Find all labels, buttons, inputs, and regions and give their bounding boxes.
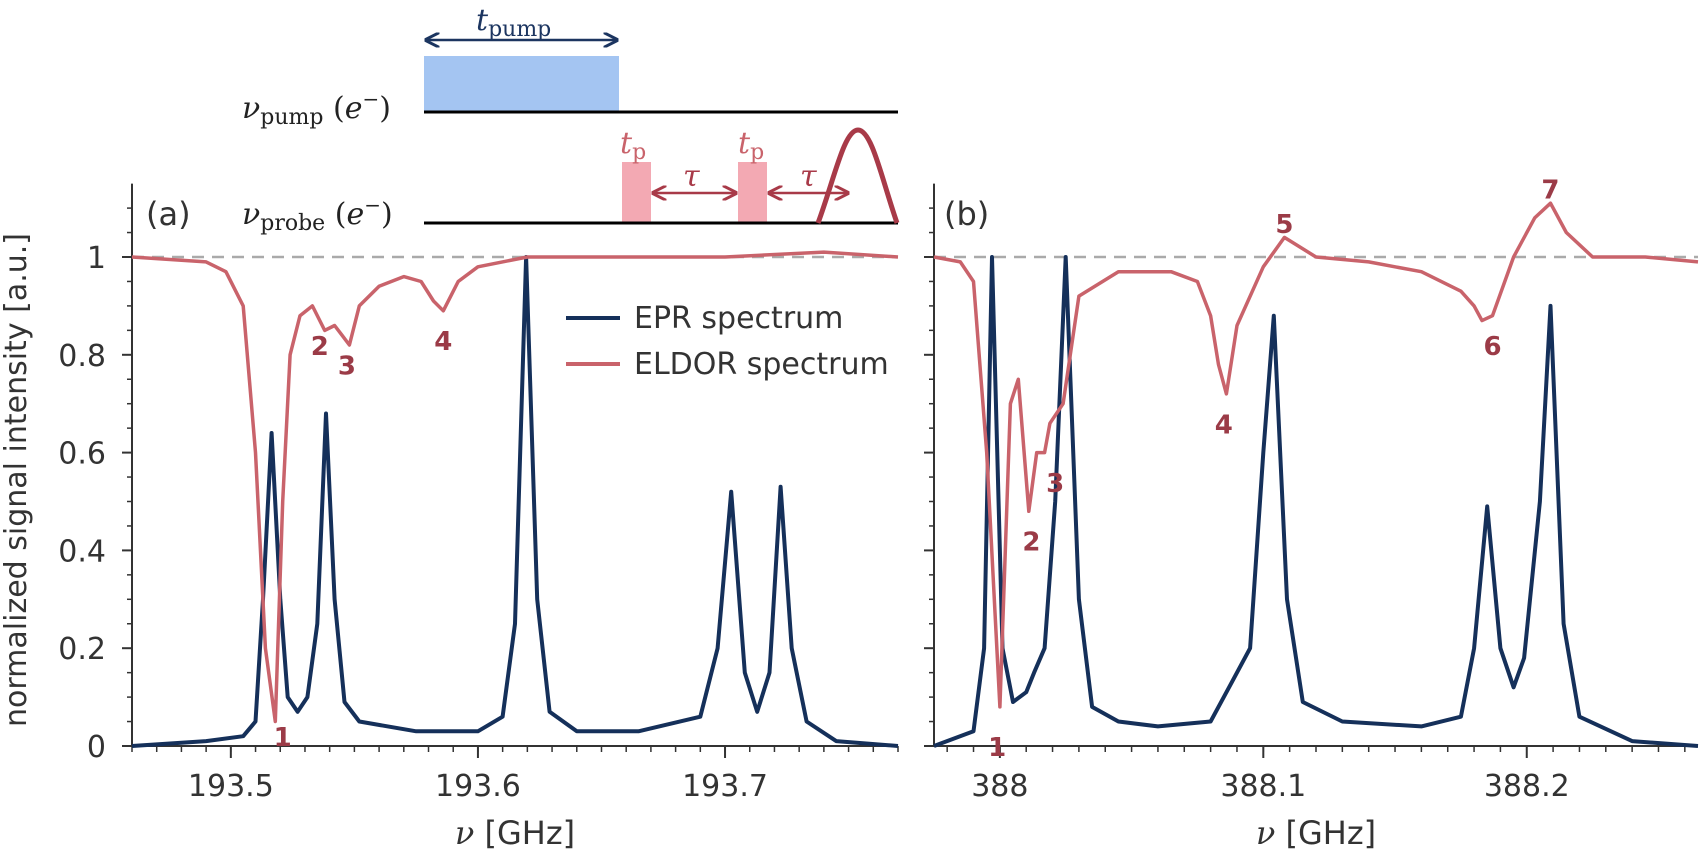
probe-pulse-2 (738, 162, 767, 222)
eldor-line-b (933, 201, 1699, 709)
tp-label-1: tp (620, 126, 646, 165)
probe-pulse-1 (622, 162, 651, 222)
y-tick-label: 0.6 (58, 437, 106, 472)
peak-label-b: 3 (1046, 469, 1064, 499)
y-tick-label: 0 (87, 730, 106, 765)
pump-pulse (424, 56, 619, 112)
peak-label-b: 2 (1022, 528, 1040, 558)
legend-eldor-label: ELDOR spectrum (634, 347, 889, 382)
probe-channel-label: νprobe (e−) (242, 193, 393, 236)
peak-label-a: 2 (311, 332, 329, 362)
tau-label-1: τ (683, 159, 700, 194)
epr-line-b (933, 255, 1699, 748)
x-tick-label-a: 193.5 (188, 769, 274, 804)
legend: EPR spectrum ELDOR spectrum (566, 301, 889, 382)
y-tick-label: 1 (87, 241, 106, 276)
peak-label-a: 4 (434, 327, 452, 357)
peak-label-b: 5 (1275, 210, 1293, 240)
x-tick-label-b: 388.1 (1220, 769, 1306, 804)
y-tick-label: 0.8 (58, 339, 106, 374)
peak-label-b: 7 (1541, 176, 1559, 206)
peak-label-b: 1 (988, 733, 1006, 763)
panel-a: (a) 193.5 193.6 193.7 ν [GHz] 0 0.2 0.4 0.6 0.8 1 1… (58, 183, 899, 852)
tp-label-2: tp (738, 126, 764, 165)
peak-label-b: 4 (1215, 410, 1233, 440)
peak-label-b: 6 (1483, 332, 1501, 362)
peak-label-a: 1 (274, 723, 292, 753)
echo-signal (815, 127, 900, 224)
eldor-line-a (131, 250, 899, 724)
legend-epr-label: EPR spectrum (634, 301, 843, 336)
x-tick-label-b: 388.2 (1484, 769, 1570, 804)
x-axis-label-a: ν [GHz] (455, 814, 575, 852)
x-tick-label-b: 388 (971, 769, 1028, 804)
x-axis-label-b: ν [GHz] (1256, 814, 1376, 852)
epr-line-a (131, 255, 899, 748)
y-axis-label: normalized signal intensity [a.u.] (0, 233, 34, 727)
pump-channel-label: νpump (e−) (242, 87, 391, 130)
y-tick-label: 0.2 (58, 632, 106, 667)
y-tick-label: 0.4 (58, 534, 106, 569)
t-pump-label: tpump (476, 3, 551, 42)
peak-label-a: 3 (338, 352, 356, 382)
pulse-sequence: tpump νpump (e−) tp tp τ τ νprobe (e−) (242, 3, 900, 236)
x-tick-label-a: 193.6 (435, 769, 521, 804)
panel-label-a: (a) (146, 195, 191, 233)
x-tick-label-a: 193.7 (682, 769, 768, 804)
panel-label-b: (b) (944, 195, 989, 233)
tau-label-2: τ (800, 159, 817, 194)
